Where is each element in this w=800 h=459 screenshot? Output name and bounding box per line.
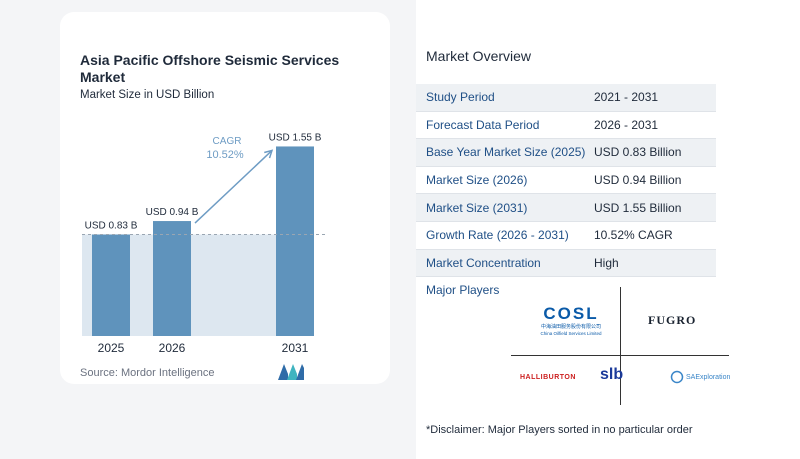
x-tick-label: 2026	[159, 341, 186, 355]
row-value: USD 0.83 Billion	[594, 145, 682, 160]
major-players-title: Major Players	[426, 283, 500, 297]
row-value: 2021 - 2031	[594, 90, 659, 105]
row-value: USD 0.94 Billion	[594, 173, 682, 188]
row-label: Study Period	[426, 90, 495, 105]
logo-grid-divider	[511, 355, 729, 356]
cosl-logo-cn: 中海油田服务股份有限公司	[540, 324, 601, 330]
row-value: High	[594, 255, 619, 270]
bar-value-label: USD 1.55 B	[269, 132, 322, 143]
overview-title: Market Overview	[426, 48, 532, 64]
saexploration-logo: SAExploration	[670, 370, 730, 384]
cagr-value: 10.52%	[206, 149, 244, 161]
x-tick-label: 2025	[98, 341, 125, 355]
row-label: Market Size (2031)	[426, 200, 528, 215]
disclaimer: *Disclaimer: Major Players sorted in no …	[426, 424, 693, 436]
row-label: Growth Rate (2026 - 2031)	[426, 228, 569, 243]
row-label: Market Concentration	[426, 255, 541, 270]
table-row: Market Size (2031) USD 1.55 Billion	[416, 194, 716, 222]
slb-logo: slb	[600, 366, 623, 384]
bar-value-label: USD 0.94 B	[146, 207, 199, 218]
cosl-logo-text: COSL	[543, 304, 599, 323]
cagr-label: CAGR	[213, 136, 242, 147]
bar	[153, 221, 191, 336]
row-label: Market Size (2026)	[426, 173, 528, 188]
bar-chart: USD 0.83 B USD 0.94 B USD 1.55 B 2025 2026 20…	[82, 132, 328, 355]
saexploration-logo-text: SAExploration	[686, 373, 731, 381]
row-value: 10.52% CAGR	[594, 228, 673, 243]
x-tick-label: 2031	[282, 341, 309, 355]
overview-table: Study Period 2021 - 2031 Forecast Data P…	[416, 84, 716, 278]
slb-logo-text: slb	[600, 366, 624, 383]
cosl-logo: COSL 中海油田服务股份有限公司 China Oilfield Service…	[536, 304, 606, 337]
halliburton-logo: HALLIBURTON	[520, 374, 576, 381]
market-overview-panel: Market Overview Study Period 2021 - 2031…	[416, 0, 800, 459]
bar	[92, 234, 130, 336]
bar-value-label: USD 0.83 B	[85, 221, 138, 232]
row-value: 2026 - 2031	[594, 117, 659, 132]
saexploration-ring-icon	[670, 370, 684, 384]
table-row: Forecast Data Period 2026 - 2031	[416, 112, 716, 140]
bar	[276, 146, 314, 336]
table-row: Study Period 2021 - 2031	[416, 84, 716, 112]
table-row: Market Concentration High	[416, 249, 716, 278]
chart-subtitle: Market Size in USD Billion	[80, 89, 215, 101]
fugro-logo: FUGRO	[648, 313, 697, 327]
table-row: Growth Rate (2026 - 2031) 10.52% CAGR	[416, 222, 716, 250]
table-row: Base Year Market Size (2025) USD 0.83 Bi…	[416, 139, 716, 167]
cosl-logo-en: China Oilfield Services Limited	[540, 331, 602, 336]
logo-grid-divider	[620, 287, 621, 405]
mordor-logo-icon	[278, 364, 304, 380]
row-label: Forecast Data Period	[426, 117, 540, 132]
chart-title: Asia Pacific Offshore Seismic Services M…	[80, 52, 340, 85]
cagr-arrow	[194, 149, 273, 224]
row-label: Base Year Market Size (2025)	[426, 145, 586, 160]
source-note: Source: Mordor Intelligence	[80, 367, 215, 379]
row-value: USD 1.55 Billion	[594, 200, 682, 215]
cagr-arrow-head-icon	[264, 149, 274, 159]
table-row: Market Size (2026) USD 0.94 Billion	[416, 167, 716, 195]
chart-card: Asia Pacific Offshore Seismic Services M…	[60, 12, 390, 384]
